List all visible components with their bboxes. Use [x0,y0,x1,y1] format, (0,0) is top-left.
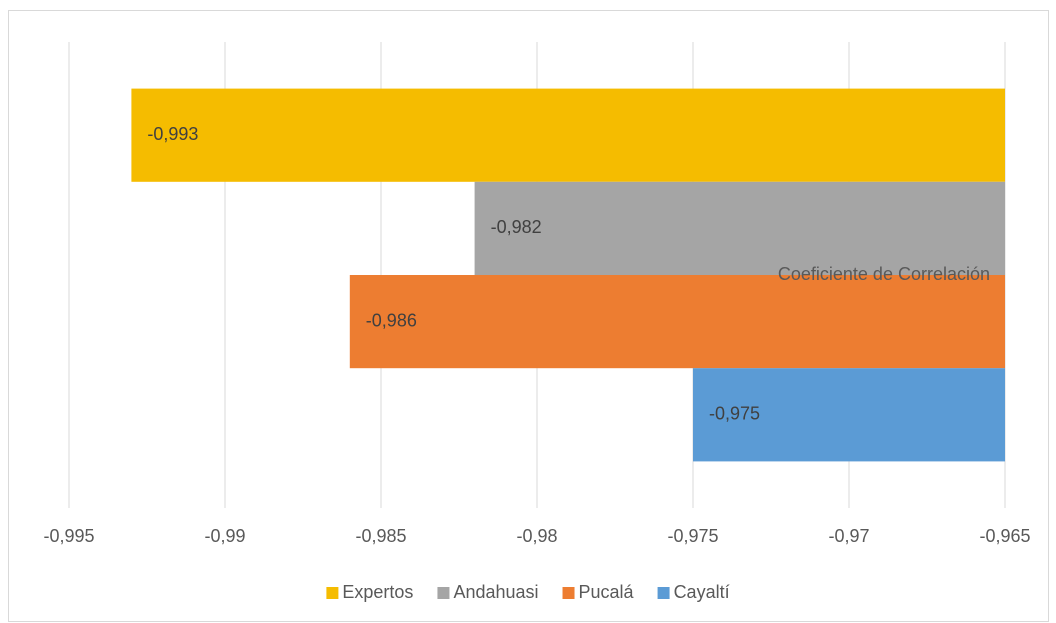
category-label: Coeficiente de Correlación [778,264,990,284]
x-tick-label: -0,995 [43,526,94,546]
value-label: -0,975 [709,404,760,424]
bar [474,181,1006,275]
x-tick-label: -0,975 [667,526,718,546]
legend-swatch [326,587,339,599]
x-tick-label: -0,97 [828,526,869,546]
legend-label: Cayaltí [674,582,730,602]
value-label: -0,993 [147,124,198,144]
bar [349,275,1005,369]
legend-label: Expertos [342,582,413,602]
legend-swatch [437,587,450,599]
bar [693,368,1005,462]
legend-swatch [657,587,670,599]
value-label: -0,982 [491,217,542,237]
legend-label: Pucalá [579,582,635,602]
x-tick-label: -0,985 [355,526,406,546]
x-tick-label: -0,98 [516,526,557,546]
x-tick-label: -0,99 [204,526,245,546]
value-label: -0,986 [366,310,417,330]
legend-label: Andahuasi [453,582,538,602]
x-tick-label: -0,965 [979,526,1030,546]
legend-swatch [562,587,575,599]
bar [131,88,1005,182]
